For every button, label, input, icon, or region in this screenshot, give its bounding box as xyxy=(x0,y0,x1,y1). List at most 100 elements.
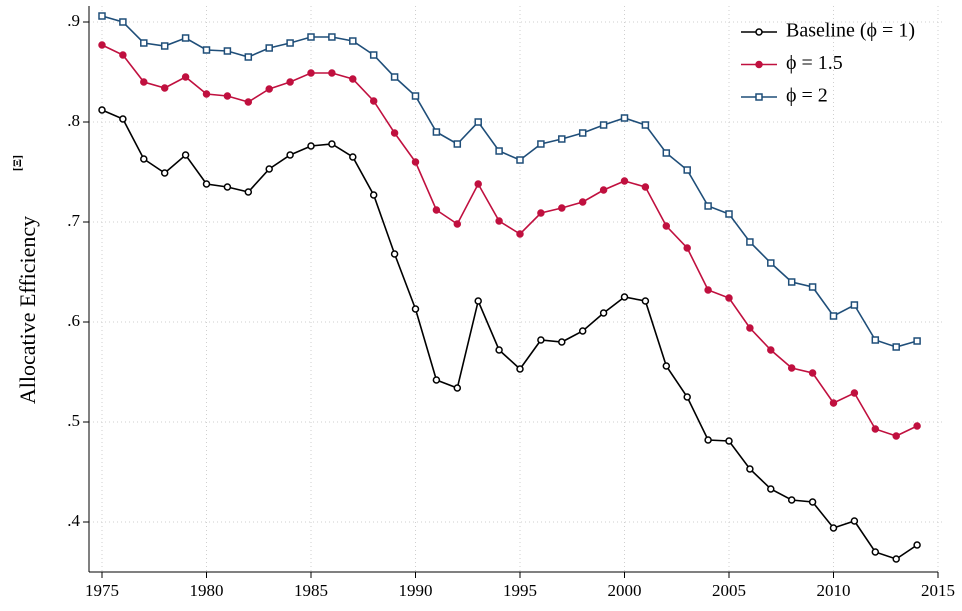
x-tick-label: 1985 xyxy=(294,581,328,600)
marker xyxy=(662,222,671,230)
y-tick-label: .8 xyxy=(67,111,80,130)
marker xyxy=(662,362,671,370)
marker xyxy=(892,343,900,351)
marker xyxy=(599,186,608,194)
marker xyxy=(244,53,253,61)
marker xyxy=(474,118,482,126)
marker xyxy=(913,541,921,549)
marker xyxy=(286,39,294,47)
marker xyxy=(265,165,273,173)
marker xyxy=(829,399,838,407)
marker xyxy=(286,151,294,159)
marker xyxy=(683,244,691,252)
marker xyxy=(913,422,921,430)
marker xyxy=(223,47,232,55)
marker xyxy=(223,92,232,100)
marker xyxy=(725,294,733,302)
marker xyxy=(641,121,650,129)
x-tick-label: 2010 xyxy=(817,581,851,600)
marker xyxy=(349,37,357,45)
marker xyxy=(223,183,232,191)
marker xyxy=(453,384,462,392)
marker xyxy=(558,135,566,143)
marker xyxy=(369,97,378,105)
legend-marker xyxy=(755,28,763,36)
marker xyxy=(181,151,190,159)
marker xyxy=(558,204,566,212)
marker xyxy=(202,180,211,188)
marker xyxy=(725,210,733,218)
marker xyxy=(578,327,587,335)
marker xyxy=(307,69,315,77)
marker xyxy=(369,191,378,199)
marker xyxy=(725,437,733,445)
marker xyxy=(620,293,629,301)
marker xyxy=(453,220,462,228)
marker xyxy=(495,346,503,354)
legend-label: ϕ = 1.5 xyxy=(786,52,843,74)
marker xyxy=(808,369,817,377)
marker xyxy=(683,166,691,174)
marker xyxy=(808,498,817,506)
marker xyxy=(620,114,629,122)
y-tick-label: .5 xyxy=(67,411,80,430)
marker xyxy=(746,238,754,246)
marker xyxy=(746,324,754,332)
marker xyxy=(767,485,775,493)
marker xyxy=(767,259,775,267)
marker xyxy=(265,44,273,52)
marker xyxy=(913,337,921,345)
marker xyxy=(119,18,127,26)
marker xyxy=(871,336,880,344)
marker xyxy=(432,128,441,136)
marker xyxy=(537,140,545,148)
x-tick-label: 1990 xyxy=(399,581,433,600)
marker xyxy=(871,425,880,433)
legend-label: Baseline (ϕ = 1) xyxy=(786,20,915,42)
marker xyxy=(474,297,482,305)
marker xyxy=(432,206,441,214)
series-line xyxy=(101,109,918,560)
marker xyxy=(850,517,859,525)
marker xyxy=(620,177,629,185)
marker xyxy=(432,376,441,384)
marker xyxy=(202,90,211,98)
marker xyxy=(578,129,587,137)
y-axis-label: Allocative Efficiency xyxy=(15,216,40,404)
marker xyxy=(516,230,524,238)
marker xyxy=(704,286,712,294)
marker xyxy=(683,393,691,401)
marker xyxy=(349,153,357,161)
y-tick-label: .9 xyxy=(67,11,80,30)
marker xyxy=(495,217,503,225)
marker xyxy=(328,33,336,41)
marker xyxy=(411,305,420,313)
marker xyxy=(411,158,420,166)
marker xyxy=(390,250,399,258)
marker xyxy=(202,46,211,54)
marker xyxy=(641,297,650,305)
marker xyxy=(119,115,127,123)
marker xyxy=(181,73,190,81)
marker xyxy=(411,92,420,100)
marker xyxy=(119,51,127,59)
marker xyxy=(369,51,378,59)
marker xyxy=(871,548,880,556)
y-tick-label: .6 xyxy=(67,311,80,330)
x-tick-label: 2015 xyxy=(921,581,955,600)
marker xyxy=(892,432,900,440)
marker xyxy=(181,34,190,42)
y-axis-symbol: [Ξ] xyxy=(10,155,24,171)
y-tick-label: .4 xyxy=(67,511,80,530)
x-tick-label: 1980 xyxy=(190,581,224,600)
marker xyxy=(265,85,273,93)
marker xyxy=(746,465,754,473)
marker xyxy=(704,436,712,444)
marker xyxy=(140,78,148,86)
marker xyxy=(558,338,566,346)
marker xyxy=(140,155,148,163)
marker xyxy=(160,169,169,177)
marker xyxy=(244,188,253,196)
